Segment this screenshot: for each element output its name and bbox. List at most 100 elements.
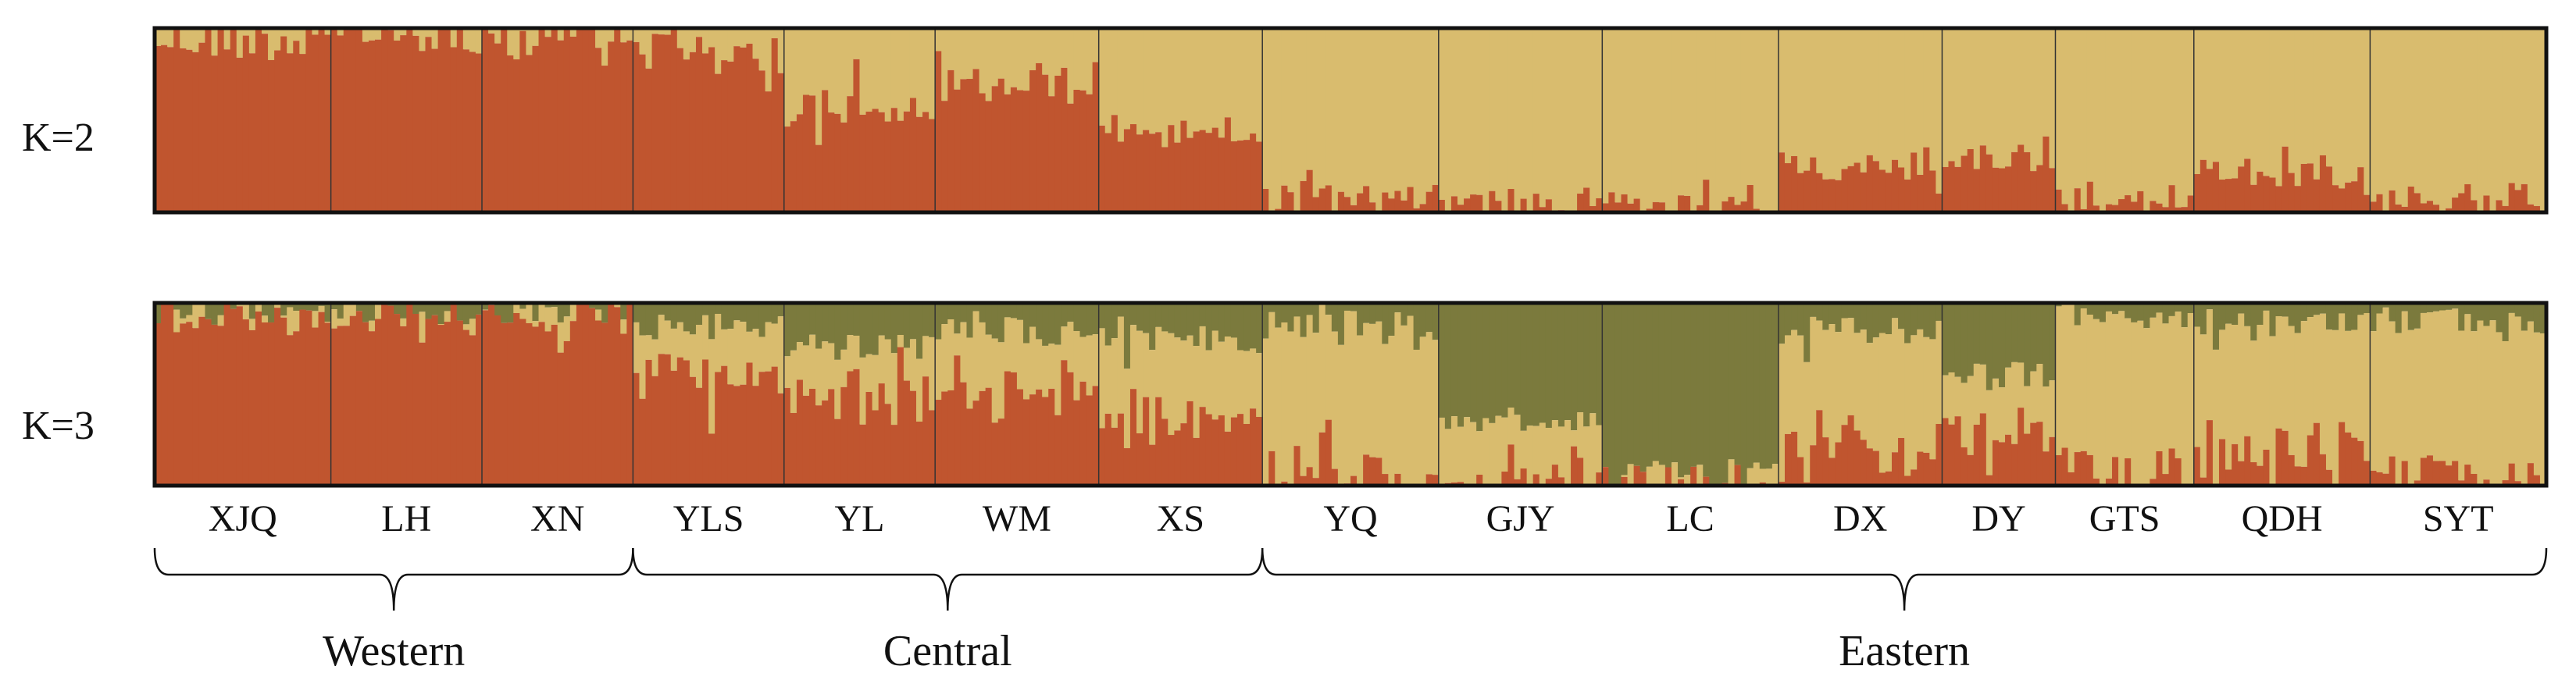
k2-bar-LH-19-c1 [450, 47, 458, 212]
k2-bar-YQ-8-c2 [1312, 28, 1320, 198]
k2-bar-YL-9-c2 [840, 28, 847, 123]
k3-bar-XS-13-c3 [1180, 303, 1188, 341]
k2-bar-QDH-22-c1 [2332, 185, 2339, 212]
k3-bar-YQ-14-c3 [1350, 303, 1358, 312]
k3-bar-YQ-10-c3 [1325, 303, 1333, 315]
k3-bar-YL-23-c1 [929, 410, 936, 486]
k3-bar-SYT-22-c3 [2508, 303, 2516, 313]
k3-bar-GTS-13-c2 [2137, 320, 2144, 486]
k3-bar-XJQ-16-c1 [255, 311, 262, 486]
k2-bar-YLS-2-c2 [645, 28, 653, 69]
k2-bar-QDH-18-c2 [2307, 28, 2314, 164]
k3-bar-LC-17-c3 [1709, 303, 1716, 486]
k3-bar-XJQ-4-c1 [180, 323, 187, 486]
k3-bar-QDH-13-c1 [2275, 428, 2283, 486]
k3-bar-DX-14-c3 [1866, 303, 1874, 344]
k3-bar-XJQ-23-c3 [299, 303, 306, 310]
k2-bar-YL-20-c1 [909, 98, 917, 213]
k3-bar-XJQ-21-c1 [287, 335, 294, 486]
k2-bar-XN-1-c2 [488, 28, 495, 34]
k2-bar-SYT-21-c2 [2502, 28, 2510, 206]
k3-bar-GTS-7-c3 [2099, 303, 2107, 322]
k2-bar-QDH-25-c1 [2351, 181, 2358, 212]
k2-bar-YQ-6-c1 [1300, 180, 1308, 212]
k3-bar-GJY-9-c2 [1495, 415, 1502, 486]
k2-bar-XJQ-3-c1 [173, 28, 180, 212]
k3-bar-WM-23-c2 [1079, 337, 1087, 382]
k3-bar-WM-6-c3 [972, 303, 980, 312]
k3-bar-XS-23-c1 [1243, 424, 1251, 486]
k2-bar-YL-21-c2 [916, 28, 923, 117]
k3-bar-SYT-11-c2 [2439, 310, 2446, 461]
k2-bar-WM-3-c1 [954, 89, 962, 213]
k3-bar-SYT-24-c3 [2521, 303, 2528, 331]
k2-bar-SYT-24-c2 [2521, 28, 2528, 184]
k3-bar-GTS-6-c2 [2093, 319, 2100, 479]
k3-bar-YQ-16-c2 [1363, 322, 1370, 455]
k3-bar-WM-15-c3 [1029, 303, 1036, 327]
k3-bar-LH-11-c2 [400, 318, 407, 326]
k3-bar-DY-5-c1 [1973, 424, 1981, 486]
k3-bar-GTS-21-c2 [2187, 313, 2195, 486]
k2-bar-QDH-20-c2 [2319, 28, 2327, 155]
k3-bar-YLS-0-c2 [633, 322, 640, 373]
k2-bar-LH-23-c2 [475, 28, 483, 54]
k3-bar-WM-6-c2 [972, 311, 980, 401]
k3-bar-GTS-13-c3 [2137, 303, 2144, 321]
k3-bar-DY-0-c3 [1942, 303, 1950, 376]
k2-bar-YLS-14-c2 [721, 28, 728, 61]
k3-bar-GJY-10-c1 [1501, 472, 1509, 486]
k2-bar-DX-7-c1 [1822, 179, 1829, 212]
k3-bar-XN-19-c1 [601, 322, 608, 486]
k2-bar-GTS-8-c2 [2105, 28, 2113, 205]
k3-bar-XN-3-c1 [501, 322, 508, 486]
k3-bar-LH-21-c2 [462, 324, 470, 330]
k3-bar-YLS-4-c3 [658, 303, 665, 315]
k2-bar-QDH-10-c2 [2257, 28, 2264, 172]
k3-bar-YLS-12-c3 [708, 303, 715, 340]
k3-bar-SYT-2-c3 [2382, 303, 2390, 308]
k3-bar-SYT-0-c1 [2370, 470, 2378, 486]
k3-bar-YLS-20-c3 [758, 303, 766, 337]
k2-bar-XN-3-c1 [501, 28, 508, 212]
k2-bar-SYT-22-c1 [2508, 183, 2516, 212]
k2-bar-QDH-26-c1 [2357, 167, 2364, 212]
k2-bar-LC-14-c2 [1690, 28, 1697, 212]
k3-bar-XJQ-4-c2 [180, 318, 187, 324]
k2-bar-DX-6-c1 [1816, 173, 1823, 212]
k2-bar-XJQ-15-c1 [248, 53, 256, 213]
k3-bar-LC-24-c2 [1753, 462, 1761, 486]
k3-bar-SYT-11-c1 [2439, 461, 2446, 486]
k3-bar-XJQ-11-c1 [223, 303, 231, 486]
k2-bar-XS-19-c2 [1218, 28, 1226, 138]
k3-bar-GTS-6-c1 [2093, 478, 2100, 486]
k2-bar-SYT-4-c1 [2395, 204, 2403, 212]
k3-bar-DX-10-c3 [1841, 303, 1849, 319]
k3-bar-YL-9-c1 [840, 386, 847, 486]
k2-bar-DX-21-c2 [1911, 28, 1918, 153]
k2-bar-GJY-22-c2 [1577, 28, 1584, 194]
k2-bar-DY-7-c2 [1986, 28, 1993, 155]
k2-bar-DX-19-c1 [1898, 167, 1905, 212]
k2-bar-XJQ-27-c2 [324, 28, 332, 35]
k3-bar-SYT-0-c2 [2370, 331, 2378, 471]
k3-bar-LC-15-c2 [1697, 465, 1704, 486]
k2-bar-WM-1-c1 [941, 101, 948, 212]
k3-bar-DX-7-c3 [1822, 303, 1829, 330]
k2-bar-QDH-0-c1 [2193, 173, 2201, 212]
k2-bar-YQ-16-c2 [1363, 28, 1370, 187]
k3-bar-QDH-19-c2 [2313, 315, 2321, 423]
k2-bar-XJQ-2-c2 [167, 28, 174, 48]
k3-bar-WM-6-c1 [972, 401, 980, 486]
k3-bar-XJQ-17-c1 [261, 322, 269, 486]
k3-bar-DX-25-c2 [1936, 320, 1943, 424]
k3-bar-LC-10-c1 [1664, 467, 1672, 486]
k3-bar-XS-5-c1 [1129, 389, 1137, 486]
k2-bar-YQ-25-c2 [1419, 28, 1427, 205]
k3-bar-GTS-10-c3 [2118, 303, 2125, 312]
k2-bar-QDH-13-c2 [2275, 28, 2283, 187]
k2-bar-XS-21-c1 [1230, 141, 1238, 212]
k2-bar-LH-9-c1 [387, 30, 394, 212]
k2-bar-XJQ-13-c2 [236, 28, 244, 58]
k3-bar-GJY-24-c2 [1589, 413, 1597, 486]
